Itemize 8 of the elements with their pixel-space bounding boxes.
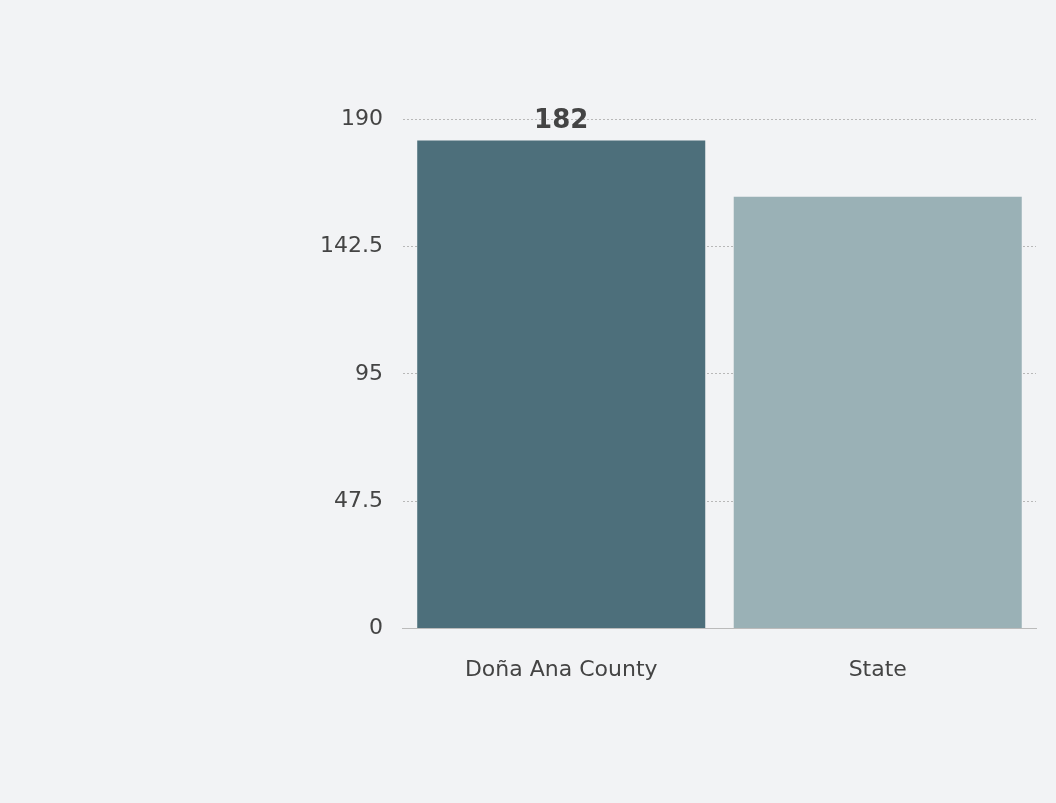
y-tick-label: 190: [340, 104, 383, 130]
y-tick-label: 95: [354, 359, 383, 385]
y-tick-label: 142.5: [320, 232, 383, 258]
x-tick-label: Doña Ana County: [464, 655, 658, 681]
y-tick-label: 47.5: [334, 486, 383, 512]
data-label: 182: [534, 104, 589, 135]
y-tick-label: 0: [368, 614, 383, 640]
x-tick-label: State: [848, 655, 907, 681]
